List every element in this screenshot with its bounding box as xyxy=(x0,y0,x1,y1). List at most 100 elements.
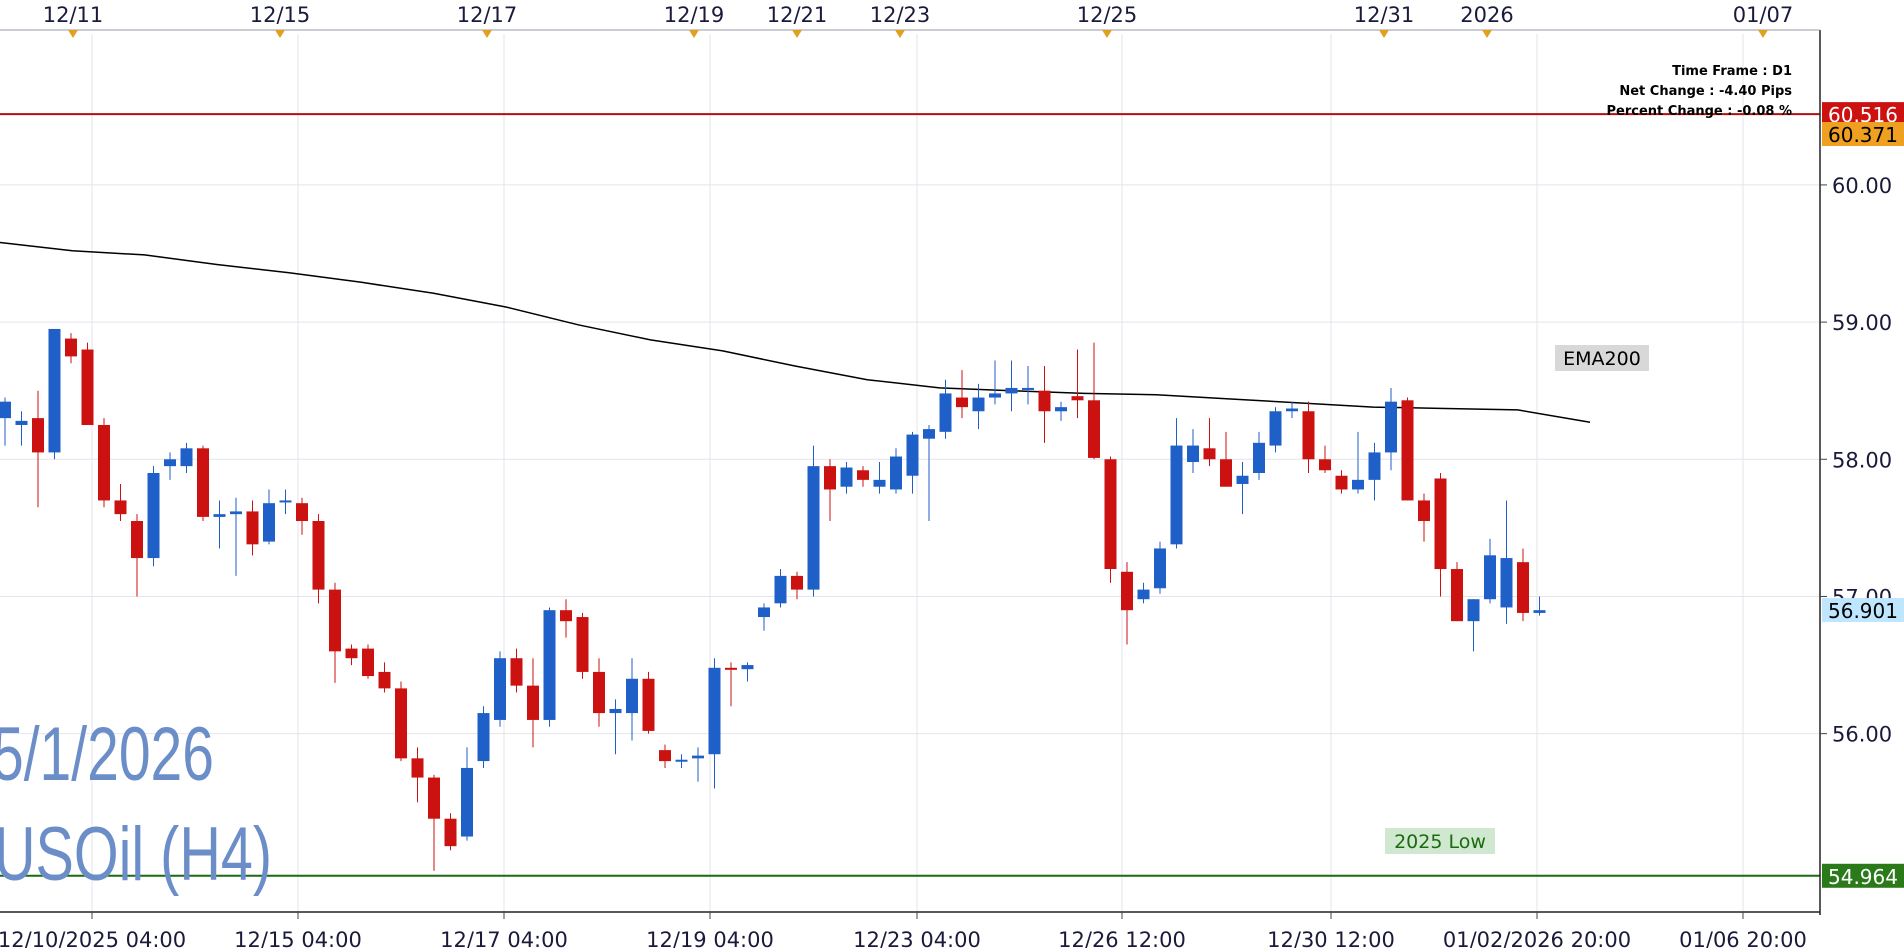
candle-body xyxy=(1137,589,1150,600)
top-date-marker xyxy=(792,30,802,38)
top-date-label: 12/19 xyxy=(664,3,725,27)
candle-body xyxy=(609,708,622,714)
candle-body xyxy=(857,470,869,480)
candle xyxy=(1484,538,1496,604)
candle xyxy=(774,569,787,608)
candle xyxy=(560,599,572,638)
bottom-date-label: 12/19 04:00 xyxy=(646,928,774,948)
candle xyxy=(395,681,407,762)
candle-body xyxy=(1236,475,1249,484)
candle xyxy=(1500,500,1513,624)
candle xyxy=(213,500,226,549)
candle xyxy=(1104,456,1117,583)
candle-body xyxy=(510,658,523,686)
candle xyxy=(1038,365,1051,443)
candle xyxy=(609,699,622,755)
candle-body xyxy=(98,424,110,501)
top-date-label: 12/31 xyxy=(1354,3,1415,27)
candle xyxy=(180,442,193,473)
candle xyxy=(1286,401,1298,419)
candle-body xyxy=(378,671,391,689)
top-date-axis: 12/11 12/15 12/17 12/19 12/21 12/23 12/25 12/31… xyxy=(43,3,1794,38)
candle-body xyxy=(1484,555,1496,600)
candle-body xyxy=(1203,448,1216,460)
bottom-date-label: 12/10/2025 04:00 xyxy=(0,928,186,948)
candle-body xyxy=(1302,411,1315,460)
top-date-label: 12/15 xyxy=(250,3,311,27)
bottom-date-label: 01/06 20:00 xyxy=(1679,928,1807,948)
candle xyxy=(164,452,176,480)
candle xyxy=(1137,582,1150,604)
candle xyxy=(1236,462,1249,515)
candle xyxy=(362,644,374,679)
candle xyxy=(1517,548,1529,622)
candle xyxy=(48,328,61,460)
candle-body xyxy=(1022,387,1034,390)
net-change-text: Net Change : -4.40 Pips xyxy=(1619,84,1792,99)
candle-body xyxy=(1335,475,1348,490)
top-date-label: 01/07 xyxy=(1733,3,1794,27)
candle-body xyxy=(263,503,275,542)
top-date-marker xyxy=(1379,30,1389,38)
info-box: Time Frame : D1 Net Change : -4.40 Pips … xyxy=(1607,64,1793,119)
candle-body xyxy=(659,750,671,762)
candle-body xyxy=(1269,411,1282,446)
candle-body xyxy=(692,755,704,759)
candle xyxy=(345,644,358,666)
candle-body xyxy=(1187,445,1199,463)
candle-body xyxy=(1434,478,1447,570)
candle-body xyxy=(1467,599,1480,622)
candle-body xyxy=(1253,442,1265,473)
candle-body xyxy=(1500,558,1513,608)
candle xyxy=(378,662,391,693)
candle xyxy=(1352,431,1364,494)
candle xyxy=(725,662,737,707)
candle xyxy=(461,747,473,841)
y-tick-label: 60.00 xyxy=(1832,174,1892,198)
y-tick-label: 58.00 xyxy=(1832,448,1892,472)
candle-body xyxy=(1038,390,1051,412)
candle-body xyxy=(246,511,259,545)
candle xyxy=(263,489,275,545)
candle-body xyxy=(312,521,325,590)
candle-body xyxy=(296,503,308,522)
candle xyxy=(642,671,655,734)
candle-body xyxy=(708,667,721,755)
candle xyxy=(279,489,292,515)
top-date-marker xyxy=(482,30,492,38)
candle xyxy=(444,813,457,851)
candle-body xyxy=(527,685,539,720)
price-tag: 56.901 xyxy=(1822,598,1904,623)
candle-body xyxy=(1104,459,1117,570)
top-date-marker xyxy=(1102,30,1112,38)
candle xyxy=(131,514,143,597)
candle-body xyxy=(1352,479,1364,490)
candle-body xyxy=(741,665,754,670)
candle xyxy=(1154,541,1166,594)
candle xyxy=(197,445,209,522)
candle-body xyxy=(477,713,490,762)
candle xyxy=(593,658,605,727)
candle-body xyxy=(576,617,589,672)
candle xyxy=(1319,445,1331,473)
candle xyxy=(972,383,985,430)
candle-body xyxy=(230,511,242,515)
top-date-marker xyxy=(895,30,905,38)
candle-body xyxy=(758,607,770,618)
candle xyxy=(312,514,325,604)
price-tag-bg xyxy=(1822,863,1904,888)
candle xyxy=(246,500,259,556)
candle-body xyxy=(362,648,374,677)
candle xyxy=(1121,562,1133,645)
candle xyxy=(1533,596,1546,616)
candle xyxy=(873,462,886,494)
candle-body xyxy=(824,466,836,490)
top-date-label: 12/21 xyxy=(767,3,828,27)
candle-body xyxy=(395,688,407,759)
price-tag: 54.964 xyxy=(1822,863,1904,889)
candle-body xyxy=(1121,571,1133,611)
candle xyxy=(1302,401,1315,473)
candle xyxy=(230,497,242,576)
candle xyxy=(411,747,424,803)
